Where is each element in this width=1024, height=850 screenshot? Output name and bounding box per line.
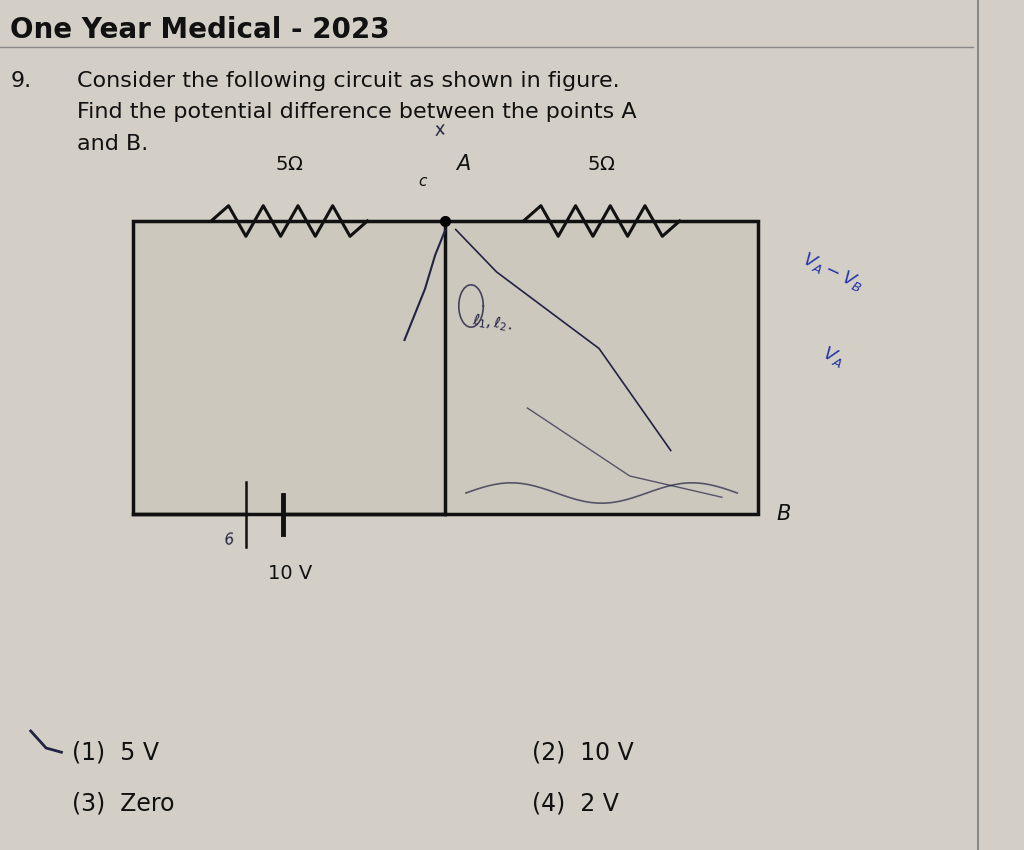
Text: x: x [433, 121, 447, 140]
Text: 6: 6 [223, 532, 233, 547]
Text: $\ell_1, \ell_2.$: $\ell_1, \ell_2.$ [471, 311, 513, 335]
Text: $V_A$: $V_A$ [819, 343, 848, 371]
Bar [133, 221, 758, 514]
Text: (4)  2 V: (4) 2 V [532, 791, 620, 815]
Text: 10 V: 10 V [267, 564, 312, 582]
Text: c: c [419, 173, 427, 189]
Text: (1)  5 V: (1) 5 V [72, 740, 159, 764]
Text: $V_A - V_B$: $V_A - V_B$ [799, 249, 866, 295]
Text: Find the potential difference between the points A: Find the potential difference between th… [77, 102, 637, 122]
Text: (2)  10 V: (2) 10 V [532, 740, 634, 764]
Text: B: B [776, 504, 791, 524]
Text: Consider the following circuit as shown in figure.: Consider the following circuit as shown … [77, 71, 620, 91]
Text: 9.: 9. [10, 71, 32, 91]
Text: A: A [456, 154, 470, 174]
Text: 5$\Omega$: 5$\Omega$ [275, 156, 303, 174]
Text: (3)  Zero: (3) Zero [72, 791, 174, 815]
Text: and B.: and B. [77, 133, 148, 154]
Text: One Year Medical - 2023: One Year Medical - 2023 [10, 16, 390, 43]
Text: 5$\Omega$: 5$\Omega$ [588, 156, 615, 174]
